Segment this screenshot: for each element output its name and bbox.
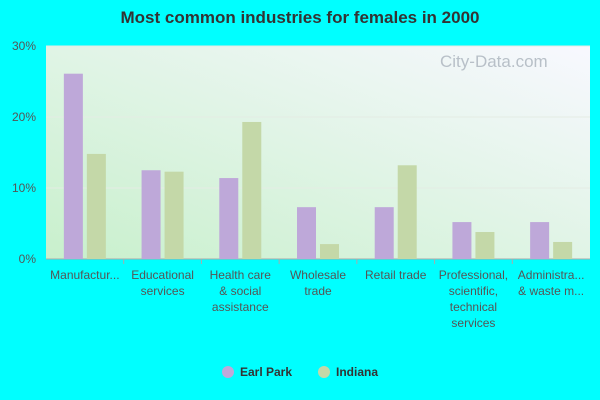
x-tick-label: Wholesale xyxy=(290,268,346,282)
x-tick-label: Educational xyxy=(131,268,194,282)
legend-label: Earl Park xyxy=(239,365,293,379)
bar-earl-park xyxy=(374,207,394,259)
y-tick-label: 20% xyxy=(12,110,36,124)
bar-indiana xyxy=(242,121,262,259)
x-tick-label: Professional, xyxy=(439,268,508,282)
x-tick-label: Health care xyxy=(210,268,272,282)
bar-indiana xyxy=(86,153,106,259)
x-tick-label: Manufactur... xyxy=(50,268,119,282)
legend: Earl Park Indiana xyxy=(0,365,600,379)
legend-swatch xyxy=(318,366,331,378)
bar-earl-park xyxy=(530,222,550,259)
x-tick-label: services xyxy=(141,284,185,298)
bar-indiana xyxy=(397,165,417,259)
x-tick-label: services xyxy=(451,316,495,330)
bar-indiana xyxy=(320,244,339,259)
legend-item: Indiana xyxy=(318,365,378,379)
bar-earl-park xyxy=(452,222,472,259)
watermark: City-Data.com xyxy=(440,52,548,71)
legend-label: Indiana xyxy=(336,365,379,379)
bar-earl-park xyxy=(297,207,316,259)
bar-earl-park xyxy=(141,170,161,259)
x-tick-label: trade xyxy=(304,284,332,298)
bar-indiana xyxy=(553,241,573,259)
y-tick-label: 10% xyxy=(12,181,36,195)
x-tick-label: assistance xyxy=(212,300,269,314)
plot-area xyxy=(46,46,590,259)
bar-earl-park xyxy=(219,178,239,259)
chart-title: Most common industries for females in 20… xyxy=(120,8,480,27)
x-tick-label: & waste m... xyxy=(518,284,584,298)
legend-swatch xyxy=(221,366,234,378)
legend-item: Earl Park xyxy=(221,365,293,379)
x-tick-label: Administra... xyxy=(518,268,585,282)
bar-earl-park xyxy=(63,73,83,259)
x-tick-label: Retail trade xyxy=(365,268,427,282)
y-tick-label: 30% xyxy=(12,39,36,53)
bar-indiana xyxy=(475,232,495,259)
x-tick-label: technical xyxy=(450,300,497,314)
y-tick-label: 0% xyxy=(19,252,37,266)
bar-indiana xyxy=(164,171,184,259)
x-tick-label: scientific, xyxy=(449,284,498,298)
x-tick-label: & social xyxy=(219,284,261,298)
